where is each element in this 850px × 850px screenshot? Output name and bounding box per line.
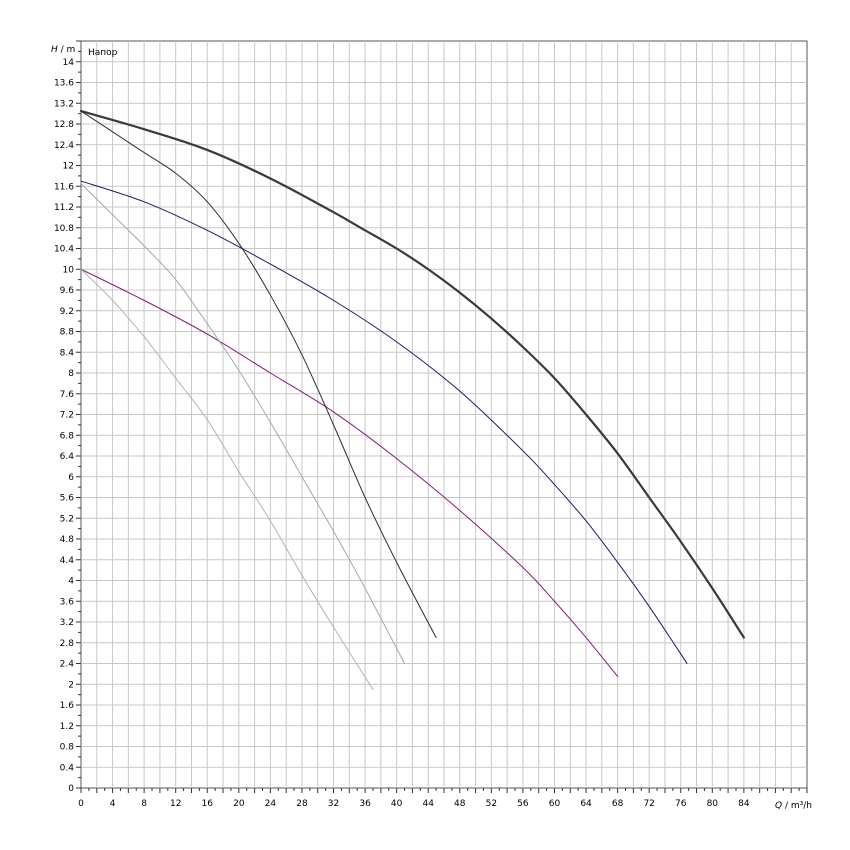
series-lines: [79, 109, 745, 690]
series-line-3: [80, 268, 619, 677]
x-tick-label: 20: [233, 799, 245, 809]
x-tick-label: 32: [328, 799, 339, 809]
y-tick-label: 9.2: [60, 307, 74, 317]
y-axis-var: H: [51, 45, 58, 55]
x-tick-label: 44: [422, 799, 434, 809]
y-tick-label: 14: [63, 58, 75, 68]
y-tick-label: 0.4: [60, 763, 75, 773]
x-tick-label: 16: [202, 799, 214, 809]
y-tick-label: 0: [68, 784, 74, 794]
x-tick-label: 60: [549, 799, 561, 809]
y-tick-label: 4: [68, 577, 74, 587]
x-tick-label: 0: [78, 799, 84, 809]
y-tick-label: 11.2: [54, 203, 74, 213]
y-tick-label: 0.8: [60, 743, 75, 753]
x-tick-label: 76: [675, 799, 687, 809]
x-tick-label: 52: [486, 799, 497, 809]
grid-lines: [76, 40, 808, 793]
y-tick-label: 5.2: [60, 514, 74, 524]
x-tick-label: 56: [517, 799, 529, 809]
y-tick-label: 13.2: [54, 99, 74, 109]
y-axis-title: H / m: [51, 45, 75, 55]
x-axis-var: Q: [775, 801, 782, 811]
y-tick-label: 12.8: [54, 120, 74, 130]
y-tick-label: 8: [68, 369, 74, 379]
series-line-1: [79, 109, 745, 639]
x-tick-label: 28: [296, 799, 308, 809]
header-label: Напор: [88, 48, 118, 58]
y-tick-label: 7.2: [60, 411, 74, 421]
y-tick-label: 7.6: [60, 390, 75, 400]
y-tick-label: 13.6: [54, 79, 74, 89]
x-tick-label: 72: [643, 799, 654, 809]
y-tick-label: 3.2: [60, 618, 74, 628]
y-tick-label: 8.8: [60, 328, 75, 338]
x-tick-label: 4: [110, 799, 116, 809]
series-line-2: [80, 180, 688, 664]
x-tick-label: 64: [580, 799, 592, 809]
x-tick-label: 68: [612, 799, 624, 809]
x-tick-label: 12: [170, 799, 181, 809]
y-tick-label: 1.2: [60, 722, 74, 732]
x-tick-label: 84: [738, 799, 750, 809]
y-tick-label: 12.4: [54, 141, 74, 151]
y-tick-label: 2.8: [60, 639, 75, 649]
y-tick-label: 4.8: [60, 535, 75, 545]
x-axis-title: Q / m³/h: [775, 801, 812, 811]
y-tick-label: 2: [68, 680, 74, 690]
y-tick-label: 2.4: [60, 660, 75, 670]
series-line-4: [80, 110, 437, 639]
series-line-5: [80, 183, 406, 664]
y-tick-label: 6: [68, 473, 74, 483]
y-tick-label: 4.4: [60, 556, 75, 566]
y-tick-label: 3.6: [60, 597, 75, 607]
y-tick-labels: 0 0.4 0.8 1.2 1.6 2 2.4 2.8 3.2 3.6 4 4.4 4.8 5.2 5.6 6…: [54, 58, 74, 794]
y-tick-label: 8.4: [60, 348, 75, 358]
x-tick-labels: 0 4 8 12 16 20 24 28 32 36 40 44 48 52 56 60 64 68 72 76 80 8…: [78, 799, 750, 809]
x-tick-label: 24: [265, 799, 277, 809]
x-axis-unit: / m³/h: [782, 801, 812, 811]
series-line-6: [80, 268, 374, 690]
y-tick-label: 5.6: [60, 494, 75, 504]
x-tick-label: 80: [707, 799, 719, 809]
y-tick-label: 6.4: [60, 452, 75, 462]
x-tick-label: 36: [359, 799, 371, 809]
y-tick-label: 9.6: [60, 286, 75, 296]
y-tick-label: 11.6: [54, 182, 74, 192]
y-tick-label: 12: [63, 162, 74, 172]
x-tick-label: 48: [454, 799, 466, 809]
x-tick-label: 8: [141, 799, 147, 809]
y-axis-unit: / m: [58, 45, 76, 55]
y-tick-label: 6.8: [60, 431, 75, 441]
x-tick-label: 40: [391, 799, 403, 809]
y-tick-label: 10.4: [54, 245, 74, 255]
y-tick-label: 1.6: [60, 701, 75, 711]
y-tick-label: 10: [63, 265, 75, 275]
y-tick-label: 10.8: [54, 224, 74, 234]
